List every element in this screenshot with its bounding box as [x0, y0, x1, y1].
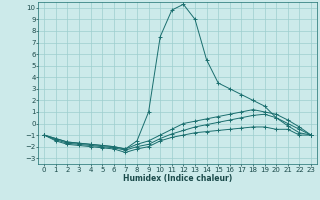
- X-axis label: Humidex (Indice chaleur): Humidex (Indice chaleur): [123, 174, 232, 183]
